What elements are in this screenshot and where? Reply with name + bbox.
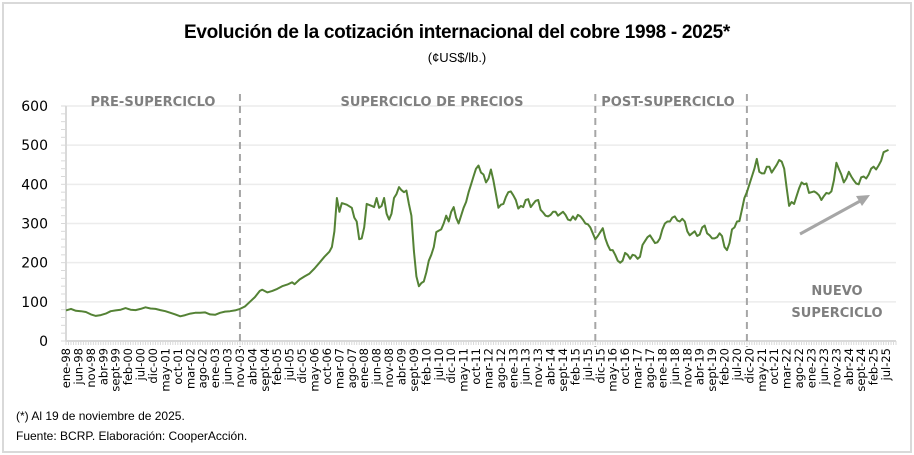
x-tick-label: may-21	[755, 348, 769, 392]
phase-label-super: SUPERCICLO DE PRECIOS	[340, 95, 523, 110]
phase-label-new-1: NUEVO	[811, 284, 862, 299]
x-tick-label: jun-18	[668, 348, 682, 386]
x-tick-label: ene-03	[208, 348, 222, 388]
x-tick-label: jul-15	[581, 348, 595, 381]
x-tick-label: oct-11	[469, 348, 483, 385]
x-axis-ticks: ene-98jun-98nov-98abr-99sept-99feb-00jul…	[59, 348, 893, 392]
x-tick-label: dic-15	[593, 348, 607, 384]
y-tick-label: 200	[21, 256, 48, 272]
phase-labels: PRE-SUPERCICLO SUPERCICLO DE PRECIOS POS…	[91, 95, 883, 321]
x-tick-label: ago-22	[792, 348, 806, 388]
x-tick-label: feb-25	[867, 348, 881, 385]
trend-arrow-shaft	[799, 198, 863, 236]
x-tick-label: sept-24	[854, 348, 868, 392]
footnote: (*) Al 19 de noviembre de 2025.	[16, 409, 185, 423]
x-tick-label: dic-05	[295, 348, 309, 384]
trend-arrow-head	[856, 195, 870, 206]
x-tick-label: abr-04	[245, 348, 259, 385]
x-tick-label: oct-16	[618, 348, 632, 385]
x-tick-label: mar-02	[183, 348, 197, 389]
x-tick-label: nov-13	[531, 348, 545, 388]
x-tick-label: feb-05	[270, 348, 284, 385]
x-tick-label: nov-23	[829, 348, 843, 388]
x-tick-label: nov-08	[382, 348, 396, 388]
x-tick-label: jun-08	[370, 348, 384, 386]
y-axis-ticks: 0 100 200 300 400 500 600	[21, 99, 48, 350]
x-tick-label: ago-02	[196, 348, 210, 388]
x-tick-label: ago-07	[345, 348, 359, 388]
x-tick-label: oct-21	[767, 348, 781, 385]
x-tick-label: abr-09	[394, 348, 408, 385]
x-tick-label: mar-17	[631, 348, 645, 389]
x-tick-label: sept-99	[109, 348, 123, 392]
x-tick-label: ago-12	[494, 348, 508, 388]
x-tick-label: may-16	[606, 348, 620, 392]
x-tick-label: may-01	[158, 348, 172, 392]
x-tick-label: oct-06	[320, 348, 334, 385]
x-tick-label: dic-00	[146, 348, 160, 384]
x-tick-label: feb-00	[121, 348, 135, 385]
x-tick-label: abr-99	[96, 348, 110, 385]
x-tick-label: jun-23	[817, 348, 831, 386]
y-tick-label: 500	[21, 138, 48, 154]
series-line-copper	[65, 148, 889, 318]
x-tick-label: dic-10	[444, 348, 458, 384]
source-note: Fuente: BCRP. Elaboración: CooperAcción.	[16, 429, 248, 443]
axes	[61, 105, 897, 345]
y-tick-label: 400	[21, 177, 48, 193]
x-tick-label: feb-20	[718, 348, 732, 385]
x-tick-label: ago-17	[643, 348, 657, 388]
x-tick-label: mar-07	[332, 348, 346, 389]
x-tick-label: abr-14	[544, 348, 558, 385]
x-tick-label: feb-15	[568, 348, 582, 385]
x-tick-label: feb-10	[419, 348, 433, 385]
x-tick-label: jul-25	[879, 348, 893, 381]
phase-label-new-2: SUPERCICLO	[791, 306, 882, 321]
x-tick-label: jul-20	[730, 348, 744, 381]
x-tick-label: nov-18	[680, 348, 694, 388]
x-tick-label: may-11	[457, 348, 471, 392]
x-tick-label: ene-23	[805, 348, 819, 388]
x-tick-label: jul-10	[432, 348, 446, 381]
x-tick-label: jul-00	[134, 348, 148, 381]
gridlines	[66, 105, 896, 303]
x-tick-label: sept-09	[407, 348, 421, 392]
chart-title: Evolución de la cotización internacional…	[183, 22, 731, 43]
x-tick-label: jun-03	[221, 348, 235, 386]
x-tick-label: ene-08	[357, 348, 371, 388]
y-tick-label: 0	[39, 334, 48, 350]
phase-dividers	[238, 94, 748, 347]
y-tick-label: 300	[21, 217, 48, 233]
x-tick-label: dic-20	[742, 348, 756, 384]
x-tick-label: abr-19	[693, 348, 707, 385]
x-tick-label: may-06	[308, 348, 322, 392]
x-tick-label: jun-98	[71, 348, 85, 386]
trend-arrow	[799, 195, 870, 236]
x-tick-label: mar-12	[481, 348, 495, 389]
x-tick-label: sept-04	[258, 348, 272, 392]
x-tick-label: mar-22	[780, 348, 794, 389]
phase-label-pre: PRE-SUPERCICLO	[91, 95, 216, 110]
x-tick-label: abr-24	[842, 348, 856, 385]
chart-subtitle: (¢US$/lb.)	[427, 50, 487, 65]
x-tick-label: ene-13	[506, 348, 520, 388]
x-tick-label: jul-05	[283, 348, 297, 381]
x-tick-label: oct-01	[171, 348, 185, 385]
x-tick-label: nov-98	[84, 348, 98, 388]
x-tick-label: sept-19	[705, 348, 719, 392]
x-tick-label: ene-98	[59, 348, 73, 388]
x-tick-label: nov-03	[233, 348, 247, 388]
x-tick-label: ene-18	[655, 348, 669, 388]
y-tick-label: 100	[21, 295, 48, 311]
phase-label-post: POST-SUPERCICLO	[601, 95, 734, 110]
x-tick-label: sept-14	[556, 348, 570, 392]
x-tick-label: jun-13	[519, 348, 533, 386]
y-tick-label: 600	[21, 99, 48, 115]
